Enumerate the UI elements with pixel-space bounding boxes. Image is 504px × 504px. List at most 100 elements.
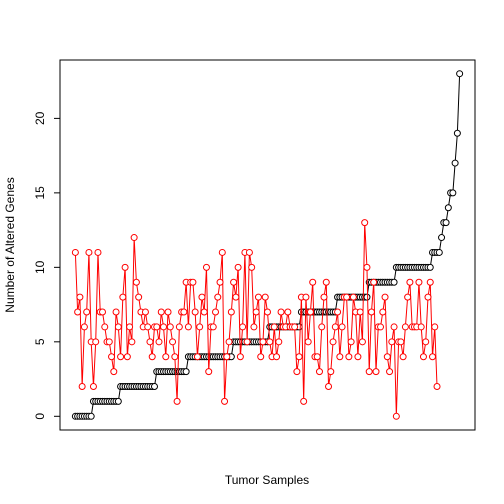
data-point bbox=[112, 308, 120, 316]
data-point bbox=[225, 338, 233, 346]
data-point bbox=[277, 308, 285, 316]
data-point bbox=[92, 338, 100, 346]
data-point bbox=[343, 293, 351, 301]
data-point bbox=[365, 368, 373, 376]
data-point bbox=[273, 353, 281, 361]
data-point bbox=[150, 383, 158, 391]
data-point bbox=[85, 248, 93, 256]
data-point bbox=[300, 397, 308, 405]
data-point bbox=[105, 338, 113, 346]
data-point bbox=[426, 278, 434, 286]
data-point bbox=[313, 353, 321, 361]
data-point bbox=[318, 323, 326, 331]
data-point bbox=[338, 323, 346, 331]
data-point bbox=[205, 368, 213, 376]
data-point bbox=[153, 323, 161, 331]
data-point bbox=[196, 323, 204, 331]
data-point bbox=[304, 338, 312, 346]
data-point bbox=[456, 70, 464, 78]
data-point bbox=[336, 353, 344, 361]
data-point bbox=[144, 323, 152, 331]
data-point bbox=[212, 308, 220, 316]
data-point bbox=[422, 338, 430, 346]
y-tick-label: 0 bbox=[33, 413, 47, 420]
data-point bbox=[114, 323, 122, 331]
data-point bbox=[162, 353, 170, 361]
data-point bbox=[250, 323, 258, 331]
data-point bbox=[429, 353, 437, 361]
data-point bbox=[169, 338, 177, 346]
data-point bbox=[259, 338, 267, 346]
data-point bbox=[356, 308, 364, 316]
data-point bbox=[293, 368, 301, 376]
data-point bbox=[257, 353, 265, 361]
data-point bbox=[94, 248, 102, 256]
data-point bbox=[419, 353, 427, 361]
data-point bbox=[329, 338, 337, 346]
data-point bbox=[89, 383, 97, 391]
data-point bbox=[200, 308, 208, 316]
data-point bbox=[397, 338, 405, 346]
data-point bbox=[198, 293, 206, 301]
data-point bbox=[155, 338, 163, 346]
data-point bbox=[264, 308, 271, 316]
data-point bbox=[121, 263, 129, 271]
data-point bbox=[334, 308, 342, 316]
data-point bbox=[108, 353, 116, 361]
data-point bbox=[349, 293, 357, 301]
data-point bbox=[117, 353, 125, 361]
data-point bbox=[401, 323, 409, 331]
data-point bbox=[451, 159, 459, 167]
data-point bbox=[130, 234, 138, 242]
data-point bbox=[227, 308, 235, 316]
data-point bbox=[453, 129, 461, 137]
data-point bbox=[390, 323, 398, 331]
data-point bbox=[132, 278, 140, 286]
data-point bbox=[275, 338, 283, 346]
data-point bbox=[110, 368, 118, 376]
data-point bbox=[126, 323, 134, 331]
data-point bbox=[345, 353, 353, 361]
data-point bbox=[87, 412, 95, 420]
data-point bbox=[234, 263, 242, 271]
data-point bbox=[254, 293, 262, 301]
y-tick-label: 20 bbox=[33, 111, 47, 125]
data-point bbox=[209, 323, 217, 331]
data-point bbox=[415, 278, 423, 286]
data-point bbox=[404, 293, 412, 301]
data-point bbox=[361, 219, 369, 227]
data-point bbox=[449, 189, 457, 197]
data-point bbox=[367, 308, 375, 316]
data-point bbox=[444, 204, 452, 212]
data-point bbox=[184, 323, 192, 331]
data-point bbox=[370, 278, 378, 286]
data-point bbox=[266, 338, 274, 346]
data-point bbox=[291, 323, 299, 331]
data-point bbox=[239, 323, 247, 331]
data-point bbox=[236, 353, 244, 361]
data-point bbox=[390, 278, 398, 286]
data-point bbox=[248, 263, 256, 271]
data-point bbox=[123, 353, 131, 361]
data-point bbox=[191, 308, 199, 316]
data-point bbox=[261, 293, 269, 301]
data-point bbox=[78, 383, 86, 391]
data-point bbox=[383, 353, 391, 361]
data-point bbox=[386, 368, 394, 376]
data-point bbox=[302, 293, 310, 301]
data-point bbox=[101, 323, 109, 331]
data-point bbox=[327, 368, 335, 376]
series-line bbox=[75, 73, 461, 417]
data-point bbox=[71, 248, 79, 256]
data-point bbox=[438, 234, 446, 242]
data-point bbox=[148, 353, 156, 361]
data-point bbox=[433, 383, 441, 391]
data-point bbox=[232, 293, 240, 301]
data-point bbox=[157, 308, 165, 316]
data-point bbox=[377, 323, 385, 331]
x-axis-label: Tumor Samples bbox=[225, 473, 309, 487]
data-point bbox=[214, 293, 222, 301]
data-point bbox=[218, 248, 226, 256]
data-point bbox=[80, 323, 88, 331]
data-point bbox=[216, 278, 224, 286]
